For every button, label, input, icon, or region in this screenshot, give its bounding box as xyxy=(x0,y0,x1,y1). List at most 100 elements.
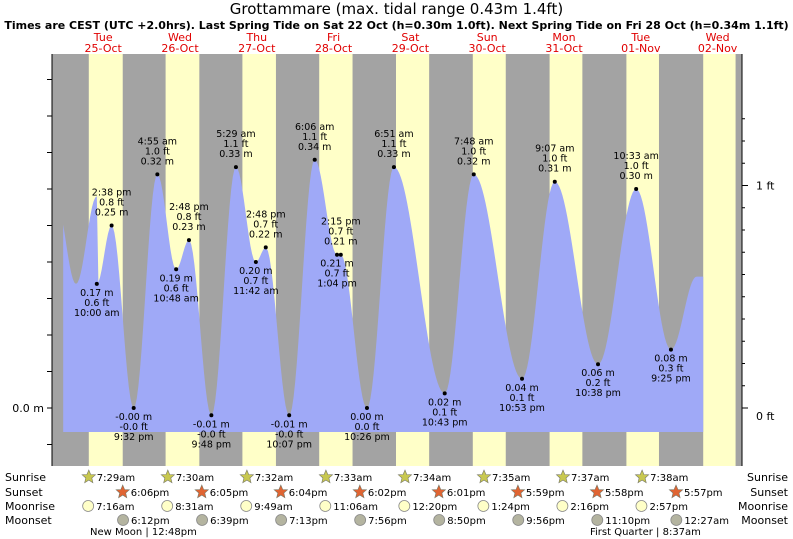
tide-label: 4:55 am xyxy=(138,136,177,147)
tide-label: 0.8 ft xyxy=(99,198,124,209)
moonset-icon xyxy=(196,514,208,526)
moonset-icon xyxy=(670,514,683,526)
tide-label: 2:48 pm xyxy=(169,202,209,213)
day-name: Thu xyxy=(245,31,267,44)
moonrise-icon xyxy=(319,500,332,512)
tide-point xyxy=(552,179,557,184)
sunrise-icon xyxy=(555,469,571,484)
moonset-icon xyxy=(117,514,129,526)
tide-label: 0.0 ft xyxy=(354,422,379,433)
right-axis-label-1ft: 1 ft xyxy=(756,179,775,192)
tide-label: 0.7 ft xyxy=(253,219,278,230)
tide-label: 1.0 ft xyxy=(461,146,486,157)
tide-point xyxy=(471,172,476,177)
tide-label: -0.00 m xyxy=(115,412,152,423)
tide-label: 11:42 am xyxy=(233,286,278,297)
moonset-time: 6:39pm xyxy=(210,516,249,527)
sunset-time: 6:01pm xyxy=(447,488,486,499)
moonrise-icon xyxy=(240,500,253,512)
tide-point xyxy=(131,406,136,410)
tide-label: 9:32 pm xyxy=(114,432,154,443)
day-name: Wed xyxy=(168,31,192,44)
tide-label: 0.3 ft xyxy=(658,364,683,375)
day-date: 02-Nov xyxy=(698,42,738,55)
tide-point xyxy=(338,252,343,257)
day-date: 01-Nov xyxy=(621,42,661,55)
tide-label: 0.22 m xyxy=(249,229,282,240)
tide-label: 6:51 am xyxy=(374,129,413,140)
tide-label: 0.30 m xyxy=(619,171,652,182)
moonrise-icon xyxy=(398,500,411,512)
day-name: Tue xyxy=(630,31,650,44)
sunrise-row-label-right: Sunrise xyxy=(747,471,788,484)
tide-label: -0.0 ft xyxy=(197,429,226,440)
daylight-band xyxy=(703,54,736,466)
tide-label: 7:48 am xyxy=(454,136,493,147)
tide-label: 10:38 pm xyxy=(575,388,621,399)
sunset-time: 5:57pm xyxy=(684,488,723,499)
tide-label: 9:07 am xyxy=(535,144,574,155)
sunset-time: 6:02pm xyxy=(368,488,407,499)
tide-label: 0.7 ft xyxy=(325,269,350,280)
tide-point xyxy=(253,260,258,264)
day-date: 25-Oct xyxy=(85,42,123,55)
tide-label: 2:48 pm xyxy=(246,209,286,220)
moonrise-icon xyxy=(82,500,95,512)
moonset-time: 7:13pm xyxy=(289,516,328,527)
tide-label: 0.33 m xyxy=(219,149,252,160)
sunset-time: 5:59pm xyxy=(526,488,565,499)
sunset-time: 6:05pm xyxy=(210,488,249,499)
moonset-time: 12:27am xyxy=(684,516,729,527)
day-date: 30-Oct xyxy=(469,42,507,55)
day-name: Sun xyxy=(477,31,498,44)
tide-label: 10:48 am xyxy=(153,293,198,304)
tide-point xyxy=(233,165,238,170)
moonrise-icon xyxy=(635,500,648,512)
moonset-time: 8:50pm xyxy=(447,516,486,527)
moon-phase-first-quarter: First Quarter | 8:37am xyxy=(590,527,701,538)
sunset-time: 6:04pm xyxy=(289,488,328,499)
moonrise-time: 12:20pm xyxy=(412,502,457,513)
sunrise-icon xyxy=(160,469,176,484)
day-date: 31-Oct xyxy=(545,42,583,55)
sunrise-time: 7:37am xyxy=(571,473,609,484)
tide-label: 0.34 m xyxy=(298,142,331,153)
sunset-icon xyxy=(589,484,605,499)
moon-phase-new: New Moon | 12:48pm xyxy=(90,527,197,538)
tide-label: 0.25 m xyxy=(95,208,128,219)
moonset-icon xyxy=(433,514,446,526)
tide-label: 0.21 m xyxy=(320,259,353,270)
tide-label: 0.04 m xyxy=(505,383,538,394)
sunrise-time: 7:33am xyxy=(334,473,372,484)
tide-curve xyxy=(63,159,704,432)
tide-point xyxy=(668,347,673,352)
tide-label: 9:48 pm xyxy=(192,439,232,450)
tide-label: 0.31 m xyxy=(538,164,571,175)
tide-label: 1.0 ft xyxy=(624,161,649,172)
tide-point xyxy=(596,362,601,367)
sunrise-row-label-left: Sunrise xyxy=(5,471,46,484)
tide-label: 1.1 ft xyxy=(381,139,406,150)
moonset-row-label-right: Moonset xyxy=(741,514,788,527)
sunrise-icon xyxy=(239,469,255,484)
tide-label: 0.20 m xyxy=(239,266,272,277)
sunrise-icon xyxy=(318,469,334,484)
moonrise-row-label-left: Moonrise xyxy=(5,500,55,513)
sunrise-time: 7:29am xyxy=(97,473,135,484)
tide-label: 0.7 ft xyxy=(328,227,353,238)
tide-point xyxy=(94,281,99,286)
day-name: Tue xyxy=(93,31,113,44)
tide-point xyxy=(186,238,191,243)
tide-label: 0.21 m xyxy=(324,237,357,248)
sunset-icon xyxy=(194,484,210,499)
tide-point xyxy=(209,413,214,418)
tide-label: -0.0 ft xyxy=(275,429,304,440)
moonset-icon xyxy=(275,514,288,526)
sunrise-icon xyxy=(81,469,97,484)
tide-label: 0.7 ft xyxy=(243,276,268,287)
tide-point xyxy=(263,245,268,250)
tide-label: 10:00 am xyxy=(74,308,119,319)
chart-title: Grottammare (max. tidal range 0.43m 1.4f… xyxy=(229,0,564,18)
sunset-icon xyxy=(273,484,289,499)
